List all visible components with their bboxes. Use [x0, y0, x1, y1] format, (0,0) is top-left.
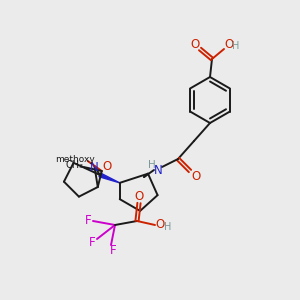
Text: H: H — [164, 222, 172, 232]
Text: H: H — [232, 41, 240, 51]
Text: CH₃: CH₃ — [66, 160, 84, 170]
Text: O: O — [102, 160, 111, 172]
Text: methoxy: methoxy — [55, 154, 94, 164]
Polygon shape — [99, 173, 120, 183]
Text: N: N — [154, 164, 162, 178]
Text: F: F — [110, 244, 116, 257]
Text: F: F — [89, 236, 95, 250]
Text: N: N — [90, 161, 99, 174]
Text: O: O — [134, 190, 144, 202]
Text: O: O — [191, 169, 201, 182]
Text: O: O — [190, 38, 200, 50]
Text: O: O — [155, 218, 165, 232]
Text: H: H — [148, 160, 156, 170]
Text: F: F — [85, 214, 91, 226]
Text: O: O — [224, 38, 234, 50]
